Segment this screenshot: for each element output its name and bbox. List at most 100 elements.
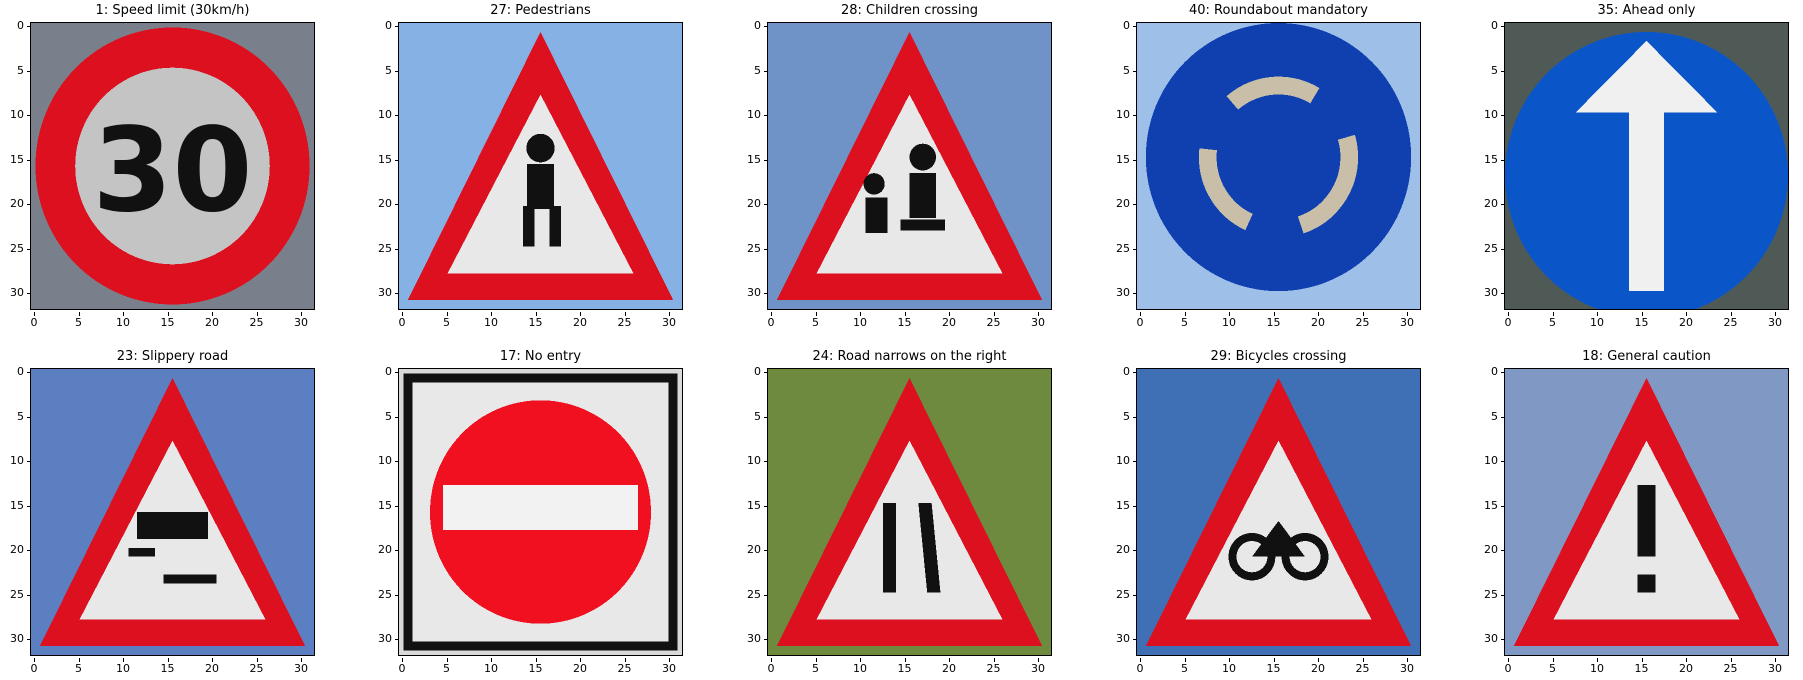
x-tick-label: 25 <box>1721 658 1741 675</box>
y-tick-label: 20 <box>6 543 31 556</box>
x-tick-label: 20 <box>1308 312 1328 329</box>
y-tick-label: 20 <box>374 197 399 210</box>
sign-image <box>31 369 314 655</box>
y-tick-label: 10 <box>374 108 399 121</box>
x-tick-label: 30 <box>291 658 311 675</box>
y-tick-label: 15 <box>6 499 31 512</box>
y-tick-label: 25 <box>1112 242 1137 255</box>
x-tick-label: 20 <box>202 658 222 675</box>
sign-image-panel <box>398 22 683 310</box>
x-tick-label: 10 <box>481 312 501 329</box>
y-tick-label: 10 <box>6 108 31 121</box>
x-tick-label: 0 <box>24 658 44 675</box>
warning-pictogram <box>522 133 561 247</box>
y-tick-label: 5 <box>6 64 31 77</box>
y-tick-label: 30 <box>1112 286 1137 299</box>
sign-image <box>399 369 682 655</box>
y-tick-label: 20 <box>6 197 31 210</box>
y-tick-label: 10 <box>743 108 768 121</box>
sign-image <box>1505 23 1788 309</box>
x-tick-label: 20 <box>1308 658 1328 675</box>
x-tick-label: 25 <box>247 312 267 329</box>
y-tick-label: 20 <box>1480 543 1505 556</box>
y-tick-label: 5 <box>374 64 399 77</box>
sign-blue-disc <box>1145 23 1412 292</box>
x-tick-label: 5 <box>806 658 826 675</box>
x-tick-label: 15 <box>158 658 178 675</box>
y-tick-label: 5 <box>1480 64 1505 77</box>
y-tick-label: 25 <box>6 242 31 255</box>
panel-title: 23: Slippery road <box>116 349 229 364</box>
y-tick-label: 30 <box>6 286 31 299</box>
sign-face <box>75 67 270 265</box>
x-tick-label: 25 <box>1353 658 1373 675</box>
panel-title: 18: General caution <box>1582 349 1711 364</box>
y-tick-label: 15 <box>743 153 768 166</box>
y-tick-label: 25 <box>374 242 399 255</box>
x-tick-label: 30 <box>659 312 679 329</box>
sign-image <box>1137 369 1420 655</box>
x-tick-label: 0 <box>761 312 781 329</box>
x-tick-label: 20 <box>570 312 590 329</box>
sign-image <box>768 369 1051 655</box>
y-tick-label: 10 <box>1112 454 1137 467</box>
x-tick-label: 0 <box>1498 312 1518 329</box>
x-tick-label: 30 <box>659 658 679 675</box>
y-tick-label: 0 <box>743 365 768 378</box>
y-tick-label: 15 <box>374 499 399 512</box>
x-tick-label: 30 <box>1397 312 1417 329</box>
y-tick-label: 25 <box>6 588 31 601</box>
x-tick-label: 20 <box>1676 658 1696 675</box>
x-tick-label: 5 <box>1175 312 1195 329</box>
x-tick-label: 25 <box>615 312 635 329</box>
panel-title: 17: No entry <box>499 349 582 364</box>
y-tick-label: 30 <box>1480 632 1505 645</box>
warning-triangle-face <box>816 440 1003 620</box>
roundabout-arrows <box>1198 76 1359 238</box>
x-tick-label: 15 <box>526 312 546 329</box>
x-tick-label: 10 <box>1587 312 1607 329</box>
x-tick-label: 15 <box>895 312 915 329</box>
sign-image <box>1137 23 1420 309</box>
x-tick-label: 20 <box>570 658 590 675</box>
y-tick-label: 15 <box>1112 153 1137 166</box>
x-tick-label: 30 <box>291 312 311 329</box>
y-tick-label: 30 <box>6 632 31 645</box>
sign-image <box>768 23 1051 309</box>
y-tick-label: 0 <box>6 19 31 32</box>
x-tick-label: 10 <box>113 312 133 329</box>
y-tick-label: 20 <box>374 543 399 556</box>
y-tick-label: 5 <box>1112 64 1137 77</box>
x-tick-label: 5 <box>1543 658 1563 675</box>
x-tick-label: 30 <box>1028 658 1048 675</box>
y-tick-label: 10 <box>374 454 399 467</box>
panel-title: 24: Road narrows on the right <box>812 349 1007 364</box>
y-tick-label: 10 <box>1480 108 1505 121</box>
x-tick-label: 5 <box>1175 658 1195 675</box>
x-tick-label: 0 <box>1498 658 1518 675</box>
x-tick-label: 25 <box>1353 312 1373 329</box>
y-tick-label: 0 <box>6 365 31 378</box>
y-tick-label: 0 <box>1112 19 1137 32</box>
x-tick-label: 20 <box>202 312 222 329</box>
y-tick-label: 30 <box>1112 632 1137 645</box>
x-tick-label: 5 <box>806 312 826 329</box>
no-entry-bar <box>443 485 638 530</box>
y-tick-label: 5 <box>1480 410 1505 423</box>
y-tick-label: 25 <box>1480 242 1505 255</box>
x-tick-label: 15 <box>526 658 546 675</box>
sign-image-panel <box>30 368 315 656</box>
y-tick-label: 0 <box>374 365 399 378</box>
x-tick-label: 15 <box>158 312 178 329</box>
x-tick-label: 20 <box>939 658 959 675</box>
panel-title: 28: Children crossing <box>840 3 979 18</box>
x-tick-label: 5 <box>437 312 457 329</box>
y-tick-label: 25 <box>743 588 768 601</box>
warning-pictogram <box>1228 520 1329 581</box>
x-tick-label: 25 <box>1721 312 1741 329</box>
x-tick-label: 20 <box>939 312 959 329</box>
x-tick-label: 15 <box>1632 312 1652 329</box>
x-tick-label: 30 <box>1765 312 1785 329</box>
sign-image-panel <box>1504 22 1789 310</box>
y-tick-label: 30 <box>743 632 768 645</box>
